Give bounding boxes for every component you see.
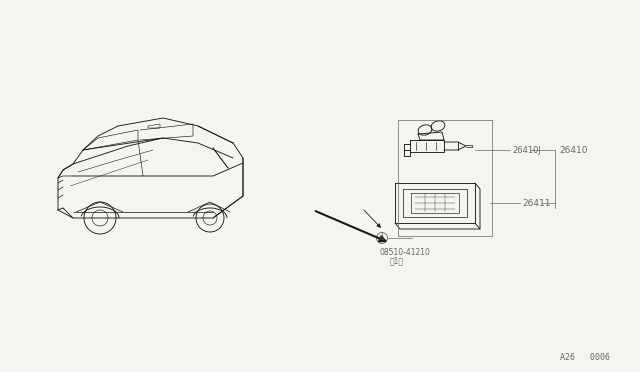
- Text: 26410J: 26410J: [512, 145, 541, 154]
- Text: S: S: [380, 235, 384, 241]
- Text: 26410: 26410: [559, 145, 588, 154]
- Text: A26   0006: A26 0006: [560, 353, 610, 362]
- Text: （1）: （1）: [390, 256, 404, 265]
- Text: 26411: 26411: [522, 199, 550, 208]
- Text: 08510-41210: 08510-41210: [380, 248, 431, 257]
